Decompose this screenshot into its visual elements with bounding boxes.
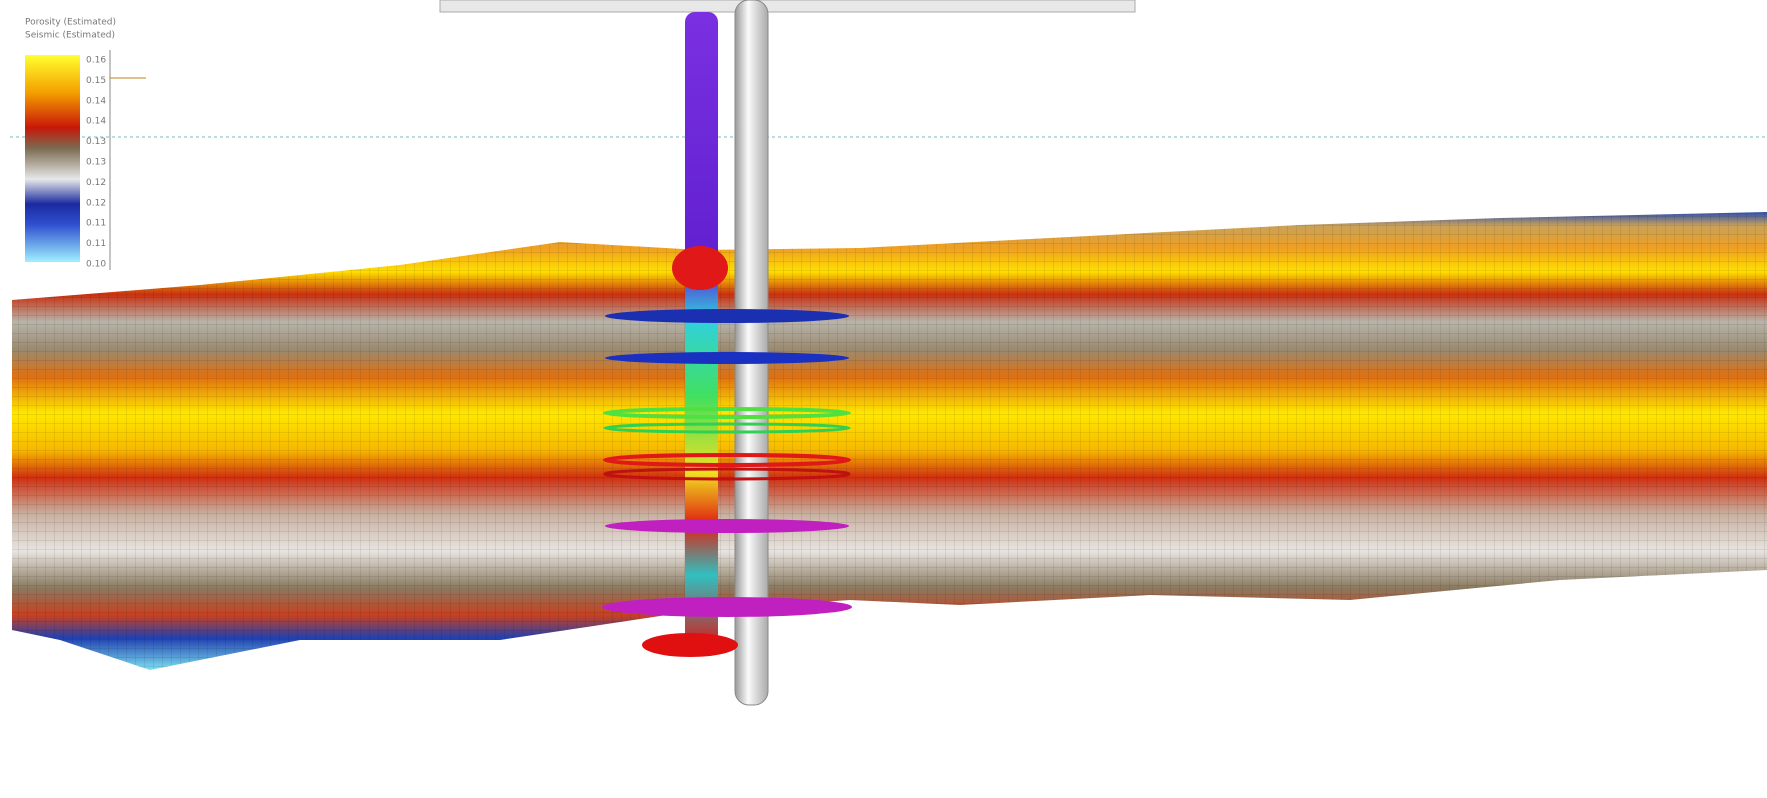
- legend-title: Porosity (Estimated): [25, 18, 116, 28]
- legend-tick-label: 0.14: [86, 96, 106, 106]
- legend-tick-label: 0.16: [86, 56, 106, 66]
- legend-tick-label: 0.13: [86, 158, 106, 168]
- legend-tick-label: 0.14: [86, 117, 106, 127]
- viewport: Porosity (Estimated) Seismic (Estimated)…: [0, 0, 1767, 798]
- legend-tick-label: 0.11: [86, 219, 106, 229]
- legend-tick-label: 0.12: [86, 198, 106, 208]
- legend-tick-label: 0.12: [86, 178, 106, 188]
- color-legend: Porosity (Estimated) Seismic (Estimated)…: [25, 18, 146, 271]
- color-bar: [25, 55, 80, 262]
- legend-tick-label: 0.11: [86, 239, 106, 249]
- legend-tick-label: 0.13: [86, 137, 106, 147]
- toolbar[interactable]: [440, 0, 1135, 12]
- legend-tick-label: 0.10: [86, 260, 106, 270]
- strata-model: [12, 212, 1767, 670]
- legend-tick-label: 0.15: [86, 76, 106, 86]
- legend-title: Seismic (Estimated): [25, 31, 115, 41]
